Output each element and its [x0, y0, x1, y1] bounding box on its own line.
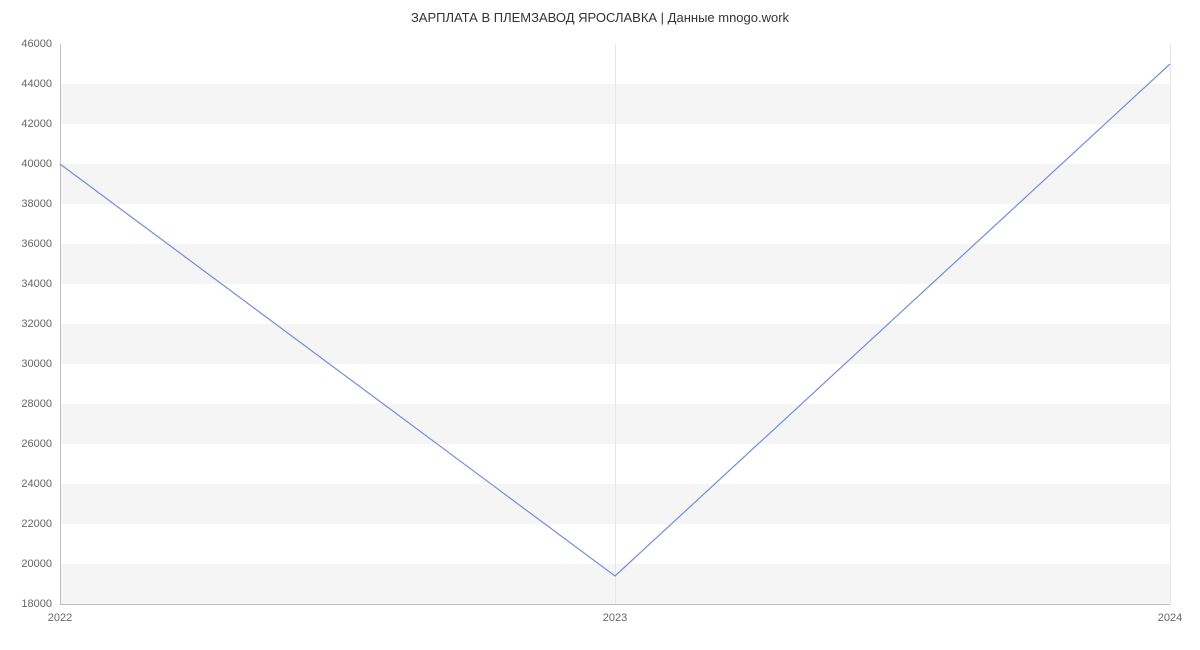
y-axis-tick-label: 42000 — [21, 118, 52, 130]
x-axis-tick-label: 2022 — [48, 612, 72, 624]
y-axis-tick-label: 32000 — [21, 318, 52, 330]
y-axis-tick-label: 30000 — [21, 358, 52, 370]
y-axis-tick-label: 44000 — [21, 78, 52, 90]
y-axis-tick-label: 46000 — [21, 38, 52, 50]
y-axis-tick-label: 40000 — [21, 158, 52, 170]
x-axis-tick-label: 2023 — [603, 612, 627, 624]
y-axis-tick-label: 18000 — [21, 598, 52, 610]
plot-area: 1800020000220002400026000280003000032000… — [60, 44, 1170, 604]
y-axis-tick-label: 34000 — [21, 278, 52, 290]
y-axis-tick-label: 26000 — [21, 438, 52, 450]
series-line-salary — [60, 64, 1170, 576]
y-axis-tick-label: 20000 — [21, 558, 52, 570]
y-axis-tick-label: 36000 — [21, 238, 52, 250]
x-grid-line — [1170, 44, 1171, 604]
x-axis-line — [60, 604, 1170, 605]
x-axis-tick-label: 2024 — [1158, 612, 1182, 624]
y-axis-tick-label: 24000 — [21, 478, 52, 490]
y-axis-tick-label: 38000 — [21, 198, 52, 210]
chart-title: ЗАРПЛАТА В ПЛЕМЗАВОД ЯРОСЛАВКА | Данные … — [0, 10, 1200, 25]
line-layer — [60, 44, 1170, 604]
y-axis-tick-label: 28000 — [21, 398, 52, 410]
y-axis-tick-label: 22000 — [21, 518, 52, 530]
salary-line-chart: ЗАРПЛАТА В ПЛЕМЗАВОД ЯРОСЛАВКА | Данные … — [0, 0, 1200, 650]
